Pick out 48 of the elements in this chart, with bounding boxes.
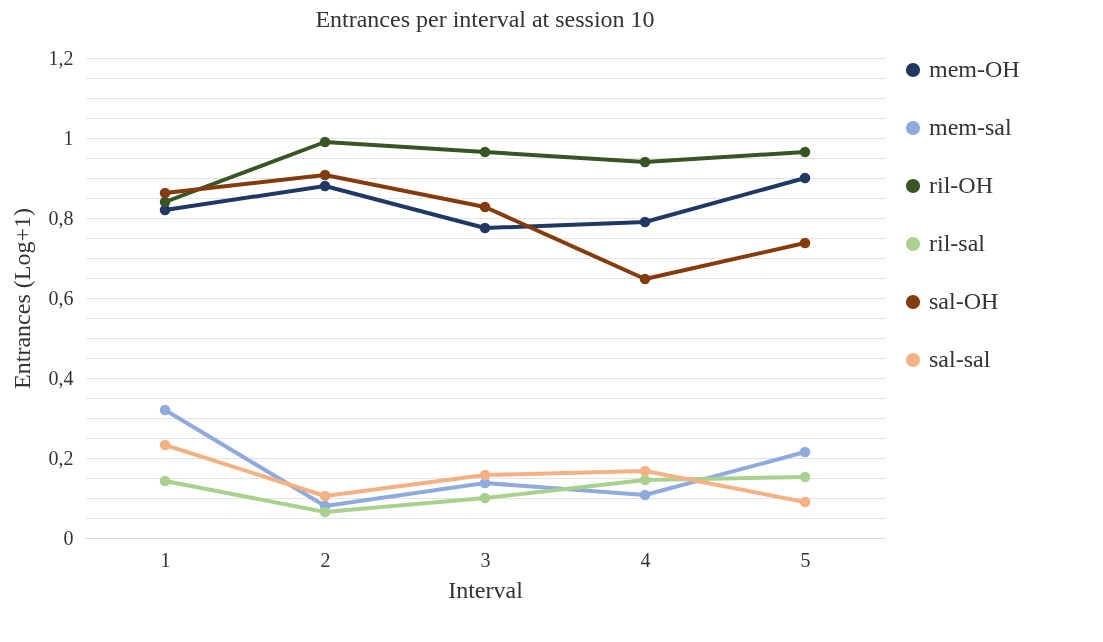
x-tick-label: 2 [320, 548, 331, 571]
point [479, 201, 491, 213]
y-tick-label: 0,6 [48, 286, 74, 309]
point [319, 136, 331, 148]
point [479, 146, 491, 158]
point [799, 446, 811, 458]
point [479, 492, 491, 504]
point [639, 465, 651, 477]
y-tick-label: 1,2 [48, 46, 74, 69]
point [639, 156, 651, 168]
point [799, 172, 811, 184]
point [319, 169, 331, 181]
y-tick-label: 0,2 [48, 446, 74, 469]
point [639, 474, 651, 486]
point [159, 404, 171, 416]
point [319, 506, 331, 518]
legend-label: mem-OH [929, 56, 1020, 82]
point [159, 187, 171, 199]
point [479, 469, 491, 481]
legend-label: sal-OH [929, 288, 999, 314]
legend-label: mem-sal [929, 114, 1012, 140]
legend-label: ril-sal [929, 230, 986, 256]
y-axis-title: Entrances (Log+1) [8, 208, 35, 389]
point [639, 489, 651, 501]
chart-title: Entrances per interval at session 10 [315, 6, 655, 32]
x-tick-label: 3 [480, 548, 491, 571]
point [159, 439, 171, 451]
x-tick-label: 4 [640, 548, 651, 571]
y-tick-label: 0,8 [48, 206, 74, 229]
point [479, 222, 491, 234]
point [319, 490, 331, 502]
legend-label: sal-sal [929, 346, 991, 372]
point [799, 496, 811, 508]
x-axis-title: Interval [448, 576, 524, 603]
point [799, 471, 811, 483]
y-tick-label: 0,4 [48, 366, 74, 389]
point [159, 475, 171, 487]
point [639, 273, 651, 285]
point [799, 237, 811, 249]
point [319, 180, 331, 192]
x-tick-label: 5 [800, 548, 811, 571]
y-tick-label: 0 [63, 526, 74, 549]
point [159, 196, 171, 208]
x-tick-label: 1 [160, 548, 171, 571]
point [799, 146, 811, 158]
y-tick-label: 1 [63, 126, 74, 149]
point [639, 216, 651, 228]
legend-label: ril-OH [929, 172, 993, 198]
